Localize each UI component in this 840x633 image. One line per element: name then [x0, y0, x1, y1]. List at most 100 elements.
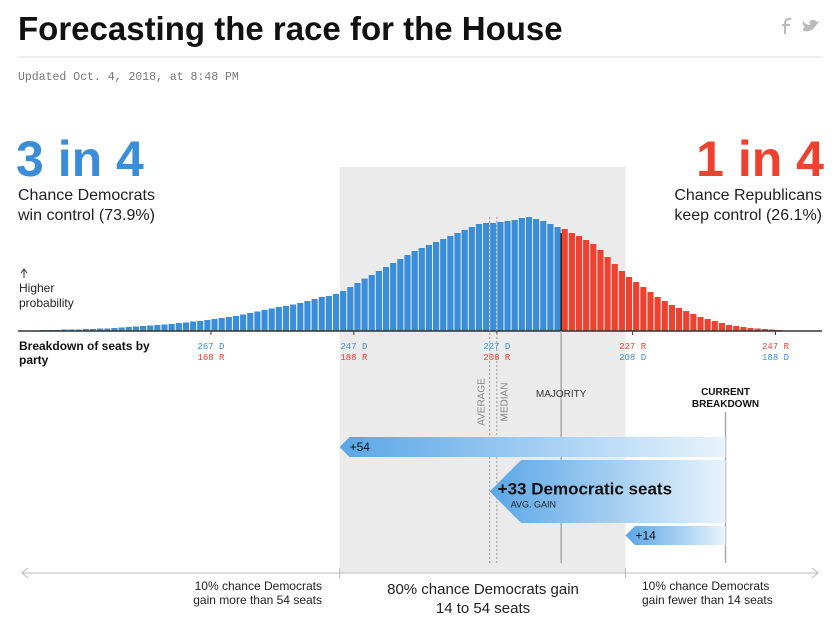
bar: [139, 326, 147, 331]
bar: [290, 304, 297, 331]
bar: [540, 221, 547, 331]
twitter-icon[interactable]: [802, 19, 820, 32]
gain-note: AVG. GAIN: [511, 500, 556, 510]
bar: [304, 301, 311, 331]
bar: [747, 328, 754, 331]
bar: [268, 308, 275, 331]
bar: [475, 224, 483, 331]
bar: [726, 325, 733, 331]
bar: [182, 322, 190, 331]
bar: [354, 283, 361, 331]
bar: [497, 222, 504, 331]
facebook-icon[interactable]: [782, 18, 791, 34]
x-tick-label: 247 D: [340, 342, 367, 352]
bar: [232, 316, 240, 331]
bar: [332, 294, 340, 331]
bar: [297, 303, 304, 331]
bar: [82, 329, 89, 331]
bar: [590, 244, 597, 331]
bar: [190, 321, 197, 331]
bar: [447, 236, 454, 331]
bar: [225, 317, 232, 331]
majority-label: MAJORITY: [536, 389, 587, 400]
x-tick-label: 267 D: [197, 342, 224, 352]
bar: [611, 264, 618, 331]
range-arrow-left: [21, 567, 29, 579]
bar: [425, 245, 433, 331]
bar: [368, 275, 375, 331]
bar: [254, 311, 261, 331]
x-axis-label: Breakdown of seats by party: [19, 339, 150, 367]
bar: [125, 327, 132, 331]
gain-arrow: [625, 526, 726, 545]
x-tick-sublabel: 188 D: [762, 353, 789, 363]
x-tick-sublabel: 188 R: [340, 353, 368, 363]
median-label: MEDIAN: [499, 383, 510, 422]
bar: [411, 251, 418, 331]
bar: [604, 257, 611, 331]
bar: [668, 305, 675, 331]
bar: [118, 327, 125, 331]
range-right: 10% chance Democrats gain fewer than 14 …: [642, 579, 773, 607]
gain-label: +14: [635, 529, 656, 543]
bar: [418, 248, 425, 331]
average-label: AVERAGE: [476, 378, 487, 426]
bar: [733, 326, 740, 331]
y-axis-label: Higher probability: [19, 281, 74, 310]
bar: [547, 224, 554, 331]
rep-label: Chance Republicans keep control (26.1%): [674, 187, 822, 224]
subtitle: Updated Oct. 4, 2018, at 8:48 PM: [18, 71, 239, 84]
bar: [704, 319, 711, 331]
bar: [625, 277, 633, 331]
bar: [311, 299, 318, 331]
bar: [690, 314, 697, 331]
gain-label: +54: [350, 440, 371, 454]
bar: [240, 314, 247, 331]
bar: [533, 219, 540, 331]
bar: [597, 250, 604, 331]
bar: [490, 223, 497, 331]
range-left: 10% chance Democrats gain more than 54 s…: [193, 579, 322, 607]
bar: [433, 242, 440, 331]
bar: [761, 329, 768, 331]
bar: [175, 323, 182, 331]
bar: [640, 287, 647, 331]
bar: [275, 307, 282, 331]
bar: [568, 233, 575, 331]
bar: [525, 217, 533, 331]
bar: [282, 306, 290, 331]
bar: [397, 259, 404, 331]
bar: [583, 240, 590, 331]
bar: [168, 324, 175, 331]
bar: [97, 328, 104, 331]
bar: [661, 301, 668, 331]
bar: [683, 311, 690, 331]
bar: [161, 324, 168, 331]
bar: [454, 233, 461, 331]
range-arrow-right: [811, 567, 819, 579]
title: Forecasting the race for the House: [18, 10, 563, 47]
bar: [440, 239, 447, 331]
bar: [147, 325, 154, 331]
x-tick-sublabel: 168 R: [197, 353, 225, 363]
bar: [618, 271, 625, 331]
bar: [132, 326, 139, 331]
bar: [468, 227, 475, 331]
bar: [382, 267, 390, 331]
bar: [340, 291, 347, 331]
bar: [204, 320, 211, 331]
bar: [111, 328, 118, 331]
bar: [261, 310, 268, 331]
bar: [404, 255, 411, 331]
current-breakdown-label: CURRENT BREAKDOWN: [691, 387, 760, 410]
x-tick-sublabel: 208 D: [619, 353, 646, 363]
bar: [675, 308, 683, 331]
bar: [554, 227, 561, 331]
bar: [647, 292, 654, 331]
bar: [561, 229, 568, 331]
bar: [375, 271, 382, 331]
bar: [740, 327, 747, 331]
